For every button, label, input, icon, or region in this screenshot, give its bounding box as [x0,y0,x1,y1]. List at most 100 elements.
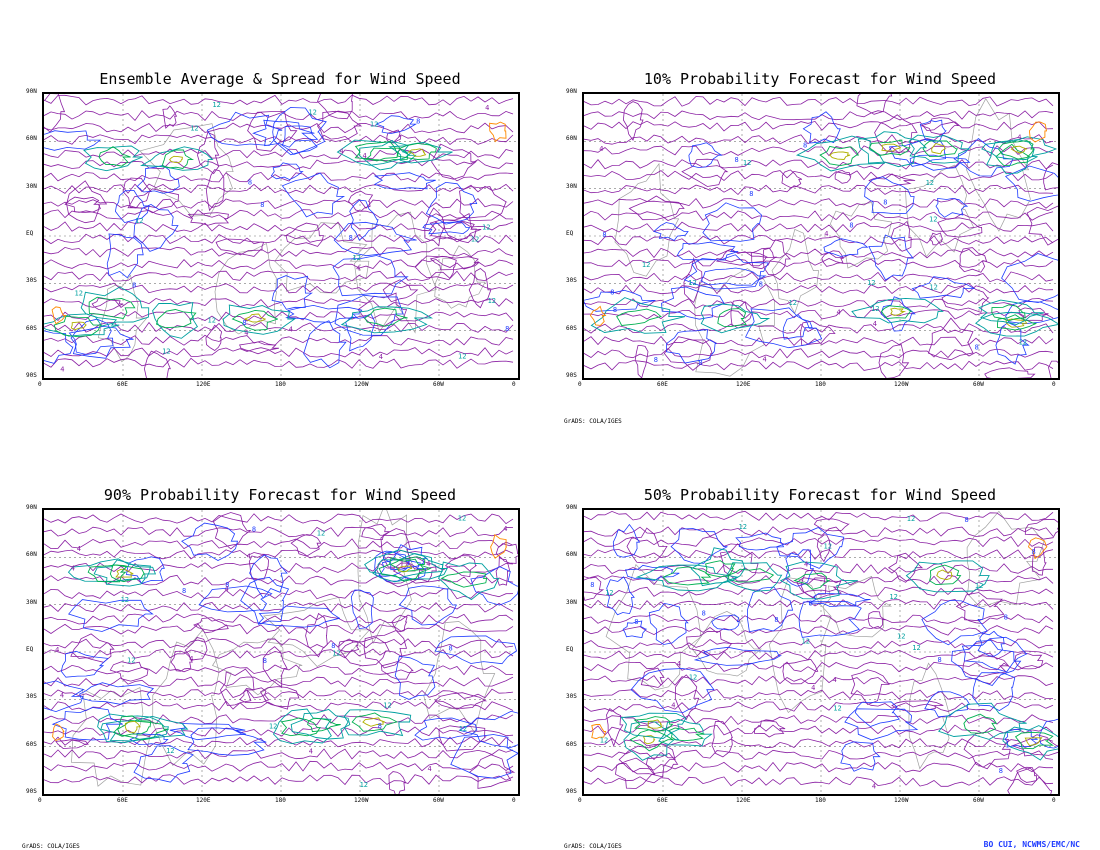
contour-line-8 [711,614,740,631]
contour-line-8 [735,532,785,551]
panel-title: 90% Probability Forecast for Wind Speed [103,486,457,504]
contour-line-8 [252,119,315,148]
contour-line-4 [1014,652,1044,670]
contour-line-4 [686,630,733,656]
contour-line-12 [779,561,858,600]
contour-line-8 [977,630,1005,657]
contour-level-label: 4 [244,329,248,337]
contour-line-20 [936,569,954,581]
contour-line-4 [929,232,944,246]
contour-level-label: 8 [182,587,186,595]
contour-level-label: 12 [867,279,875,287]
contour-line-16 [963,713,998,734]
contour-level-label: 4 [503,525,507,533]
contour-line-4 [44,282,514,294]
coastline [262,596,371,667]
contour-line-4 [1018,307,1049,321]
lat-tick-label: 90N [26,88,37,95]
lat-tick-label: 30N [566,598,577,606]
coastline [354,211,437,334]
contour-level-label: 8 [975,343,979,351]
contour-level-label: 8 [242,319,246,327]
lat-tick-label: EQ [26,646,34,653]
contour-map: 4 4 8 8 8 12 8 12 8 12 12 4 8 12 4 4 8 12 8 4 12 8 12 12 8 12 8 8 [584,94,1058,378]
contour-line-8 [700,267,767,286]
contour-line-8 [350,589,374,630]
contour-line-4 [1031,546,1047,576]
contour-line-8 [911,276,975,299]
contour-line-12 [700,303,771,334]
contour-line-8 [398,585,458,626]
contour-line-12 [67,558,152,582]
contour-line-12 [726,562,783,592]
contour-line-4 [414,255,457,281]
contour-line-4 [44,198,514,209]
contour-line-4 [762,239,791,276]
contour-line-4 [44,246,514,258]
contour-level-label: 8 [809,599,813,607]
contour-line-4 [215,238,265,256]
coastline [357,510,416,645]
contour-line-4 [438,725,487,752]
contour-line-4 [927,317,974,361]
contour-line-4 [1026,205,1058,246]
contour-line-4 [44,574,514,586]
contour-line-8 [303,320,347,369]
contour-line-4 [834,169,852,184]
contour-line-8 [661,286,725,320]
lat-tick-label: 30N [26,182,37,190]
contour-line-8 [51,707,123,741]
lon-tick-label: 0 [512,381,516,388]
contour-level-label: 8 [749,190,753,198]
contour-line-core [591,723,607,740]
contour-line-4 [44,270,514,282]
contour-line-8 [606,576,635,616]
contour-line-4 [44,258,514,270]
contour-line-20 [398,565,413,573]
contour-line-4 [44,94,66,133]
contour-line-4 [357,292,408,327]
contour-line-4 [1007,767,1053,794]
contour-line-4 [800,320,836,346]
contour-line-16 [629,729,675,752]
lat-tick-label: 30S [566,693,577,701]
contour-line-4 [584,110,1054,121]
map-area: 4 12 8 4 4 8 4 12 8 8 4 12 12 12 8 8 12 12 12 12 4 8 8 12 8 12 12 8 [582,508,1060,796]
contour-line-8 [133,745,194,783]
contour-level-label: 4 [426,560,430,568]
contour-level-label: 12 [689,674,697,682]
contour-level-label: 8 [702,610,706,618]
contour-line-4 [584,221,1054,233]
contour-line-8 [44,330,74,364]
contour-line-4 [44,601,514,613]
contour-line-8 [285,304,363,323]
contour-line-16 [998,140,1035,160]
lat-tick-label: 60S [566,740,577,748]
contour-level-label: 8 [505,325,509,333]
lat-tick-label: 90S [26,372,37,379]
coastline [691,611,762,677]
contour-line-8 [187,727,267,756]
lat-tick-label: 90N [566,504,577,511]
contour-line-4 [44,613,514,625]
contour-line-8 [630,668,715,713]
contour-level-label: 4 [677,660,681,668]
lat-tick-label: 60N [26,135,37,143]
lon-tick-label: 0 [578,381,582,388]
contour-line-4 [781,169,803,188]
contour-level-label: 4 [763,356,767,364]
contour-level-label: 12 [833,704,841,712]
contour-line-8 [1001,253,1058,304]
contour-line-8 [802,111,841,144]
contour-line-12 [795,135,886,172]
contour-line-4 [162,105,178,129]
lat-tick-label: 60S [26,324,37,332]
contour-level-label: 4 [309,747,313,755]
contour-line-16 [155,309,197,329]
coastline [605,563,703,691]
contour-line-16 [717,308,747,328]
contour-line-8 [434,635,518,665]
contour-line-4 [44,513,514,525]
lon-tick-label: 180 [275,797,286,804]
contour-line-4 [645,752,679,775]
